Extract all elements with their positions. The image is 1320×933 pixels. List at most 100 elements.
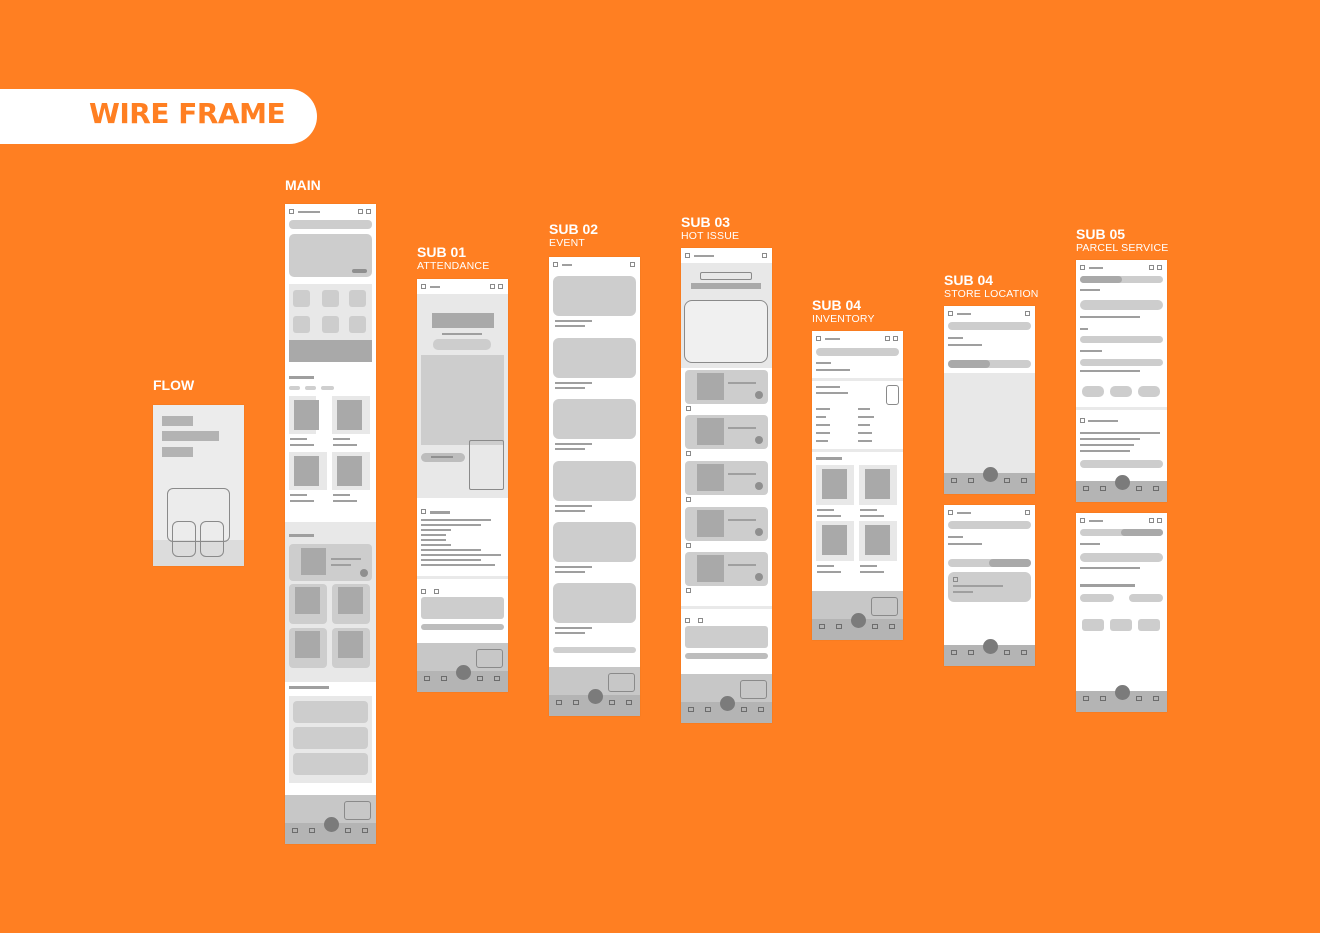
nav-icon (1136, 696, 1142, 701)
tab-active (1121, 529, 1163, 536)
main-title: MAIN (285, 177, 321, 193)
product-image (822, 469, 847, 499)
icon (1157, 265, 1162, 270)
product-image (865, 525, 890, 555)
text-line (816, 369, 850, 371)
nav-icon (889, 624, 895, 629)
add-icon (360, 569, 368, 577)
text-line (728, 564, 756, 566)
text-line (555, 627, 592, 629)
icon (1157, 518, 1162, 523)
section-title (289, 534, 314, 537)
submit-button (1080, 460, 1163, 468)
search-bar (948, 521, 1031, 529)
text-line (953, 591, 973, 593)
text-line (421, 529, 451, 531)
tab-active (1080, 276, 1122, 283)
more-button (553, 647, 636, 653)
checkbox (1080, 418, 1085, 423)
text-line (421, 549, 481, 551)
section-title (289, 376, 314, 379)
input-field (1080, 594, 1114, 602)
footer-badge (871, 597, 898, 616)
promo-banner (289, 340, 372, 362)
sub05-label: SUB 05 PARCEL SERVICE (1076, 227, 1168, 254)
sub05-title: SUB 05 (1076, 226, 1126, 242)
nav-icon (1083, 486, 1089, 491)
nav-icon (968, 650, 974, 655)
nav-icon (1004, 478, 1010, 483)
issue-thumb (697, 464, 724, 491)
text-line (1088, 420, 1118, 422)
nav-icon (688, 707, 694, 712)
text-line (555, 443, 592, 445)
event-card (553, 399, 636, 439)
nav-icon (872, 624, 878, 629)
icon (762, 253, 767, 258)
text-line (555, 566, 592, 568)
text-line (421, 524, 481, 526)
home-icon (850, 613, 866, 628)
main-label: MAIN (285, 178, 321, 192)
text-line (728, 427, 756, 429)
flow-frame (200, 521, 224, 557)
filter-chip (305, 386, 316, 390)
nav-icon (705, 707, 711, 712)
home-icon (982, 639, 998, 654)
nav-icon (477, 676, 483, 681)
text-line (333, 500, 357, 502)
like-icon (755, 436, 763, 444)
flow-frame (167, 488, 230, 542)
product-image (822, 525, 847, 555)
divider (1076, 407, 1167, 410)
stock-row (816, 424, 830, 426)
text-line (1080, 543, 1100, 545)
nav-icon (573, 700, 579, 705)
section-title (1080, 584, 1135, 587)
sub05-subtitle: PARCEL SERVICE (1076, 242, 1169, 254)
search-bar (289, 220, 372, 229)
text-line (421, 559, 481, 561)
text-line (555, 320, 592, 322)
text-line (1080, 438, 1140, 440)
text-line (860, 515, 884, 517)
text-line (948, 337, 963, 339)
flow-frame (172, 521, 196, 557)
issue-thumb (697, 510, 724, 537)
bottom-nav (812, 613, 903, 640)
home-icon (1114, 685, 1130, 700)
sub01-screen (417, 279, 508, 692)
menu-icon (349, 290, 366, 307)
text-line (816, 392, 848, 394)
icon (498, 284, 503, 289)
select-field (1080, 553, 1163, 562)
text-line (816, 386, 840, 388)
stock-row (816, 432, 830, 434)
attendance-title (432, 313, 494, 328)
home-icon (455, 665, 471, 680)
text-line (331, 564, 351, 566)
main-screen (285, 204, 376, 844)
stamp-button (433, 339, 491, 350)
text-line (816, 362, 831, 364)
text-line (555, 382, 592, 384)
footer-badge (344, 801, 371, 820)
select-field (1080, 300, 1163, 310)
icon (948, 311, 953, 316)
home-icon (982, 467, 998, 482)
text-line (957, 313, 971, 315)
text-line (948, 344, 982, 346)
bottom-nav (681, 696, 772, 723)
checkbox (686, 543, 691, 548)
text-line (728, 519, 756, 521)
text-line (430, 286, 440, 288)
featured-image (301, 548, 326, 575)
nav-icon (1004, 650, 1010, 655)
issue-thumb (697, 555, 724, 582)
text-line (555, 448, 585, 450)
sub05-screen-1 (1076, 260, 1167, 502)
like-icon (755, 391, 763, 399)
nav-icon (819, 624, 825, 629)
banner-pager (352, 269, 367, 273)
text-line (860, 571, 884, 573)
